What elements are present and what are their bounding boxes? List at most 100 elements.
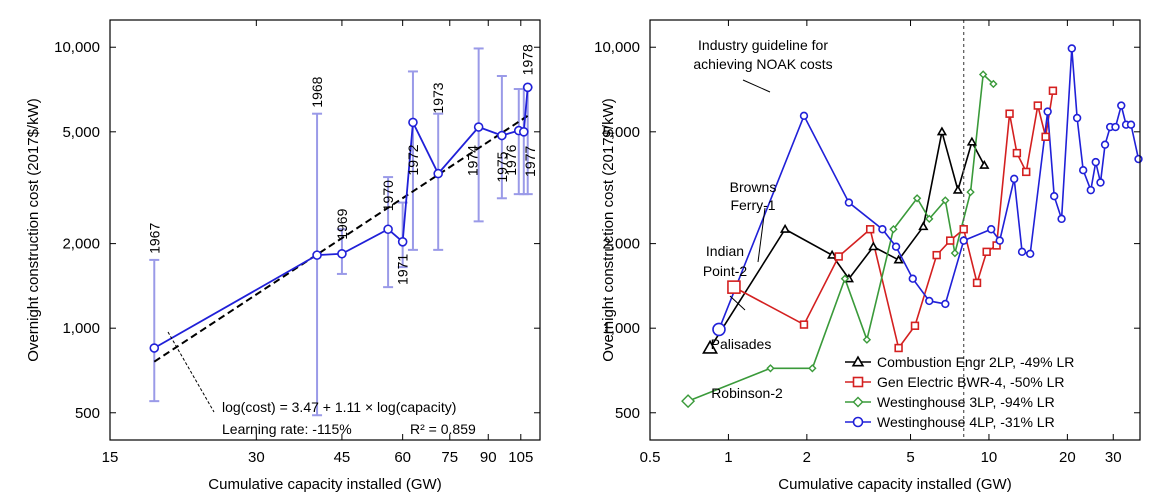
right-guideline-text-1: Industry guideline for [698, 37, 828, 53]
right-data-point-3 [941, 299, 950, 309]
right-x-tick-label: 1 [724, 449, 732, 466]
left-year-label: 1978 [520, 44, 536, 75]
right-data-point-0 [893, 254, 904, 264]
left-year-label: 1971 [395, 254, 411, 285]
right-x-tick-label: 30 [1105, 449, 1122, 466]
legend-marker [851, 355, 865, 367]
right-data-point-3 [891, 242, 901, 251]
right-data-point-0 [826, 249, 838, 259]
left-y-tick-label: 5,000 [62, 124, 100, 141]
right-data-point-1 [1033, 101, 1043, 110]
left-x-tick-label: 75 [441, 449, 458, 466]
left-year-label: 1970 [380, 180, 396, 211]
indian-point-label-1: Indian [706, 243, 744, 259]
left-learning-rate: Learning rate: -115% [222, 421, 352, 437]
left-y-tick-label: 10,000 [54, 39, 100, 56]
right-data-point-3 [995, 236, 1004, 245]
left-year-label: 1968 [309, 76, 325, 107]
right-data-point-0 [952, 184, 964, 194]
left-data-point [433, 168, 443, 179]
right-legend: Combustion Engr 2LP, -49% LR Gen Electric… [845, 354, 1074, 430]
browns-ferry-label-1: Browns [730, 179, 777, 195]
right-data-point-2 [941, 196, 950, 205]
browns-ferry-leader [757, 207, 766, 263]
legend-marker [852, 416, 864, 428]
right-points [681, 44, 1143, 409]
left-data-point [473, 122, 484, 132]
right-data-point-0 [966, 136, 978, 146]
left-data-point [312, 250, 322, 260]
right-data-point-1 [1012, 148, 1022, 158]
right-data-point-1 [894, 343, 903, 353]
right-series-line-0 [709, 131, 986, 349]
left-data-point [337, 248, 347, 259]
right-data-point-2 [912, 194, 922, 203]
right-guideline-arrow [742, 79, 771, 93]
right-data-point-1 [834, 252, 843, 261]
left-year-label: 1975 [494, 151, 510, 182]
right-data-point-0 [779, 223, 791, 233]
right-data-point-2 [766, 364, 775, 373]
right-data-point-2 [966, 187, 975, 197]
right-data-point-3 [1067, 44, 1077, 53]
right-data-point-3 [959, 236, 968, 245]
right-data-point-1 [1048, 86, 1058, 95]
right-series-line-1 [733, 90, 1054, 350]
left-year-labels: 1967 1968 1969 1970 1971 1972 1973 1974 19751976… [146, 44, 538, 285]
right-data-point-3 [1017, 247, 1027, 257]
right-data-point-3 [1057, 214, 1066, 224]
right-y-tick-label: 5,000 [602, 124, 640, 141]
indian-point-label-2: Point-2 [703, 263, 748, 279]
right-data-point-1 [1005, 109, 1014, 118]
left-year-label: 1974 [465, 145, 481, 176]
robinson-label: Robinson-2 [711, 385, 783, 401]
right-data-point-0 [979, 159, 990, 169]
right-data-point-2 [808, 364, 817, 373]
legend-entry: Westinghouse 4LP, -31% LR [877, 414, 1055, 430]
right-ticks [649, 20, 1140, 440]
left-ticks [109, 20, 540, 440]
right-x-axis-label: Cumulative capacity installed (GW) [778, 476, 1011, 493]
left-year-label: 1972 [405, 144, 421, 175]
right-data-point-3 [1100, 140, 1110, 149]
right-data-point-1 [1022, 167, 1031, 177]
right-data-point-1 [946, 236, 955, 245]
left-fit-line [153, 114, 529, 363]
right-data-point-3 [1009, 174, 1019, 184]
right-data-point-3 [1049, 191, 1059, 201]
left-x-tick-label: 30 [248, 449, 265, 466]
right-data-point-3 [1096, 178, 1105, 187]
right-x-tick-label: 5 [906, 449, 914, 466]
right-plot-frame [649, 19, 1141, 441]
left-year-label: 1973 [430, 82, 446, 113]
right-series-line-3 [718, 48, 1140, 330]
right-data-point-3 [908, 274, 917, 283]
legend-marker [852, 376, 864, 388]
right-data-point-2 [950, 248, 960, 258]
left-year-label: 1969 [334, 208, 350, 239]
right-data-point-3 [925, 296, 934, 306]
left-r-squared: R² = 0.859 [410, 421, 476, 437]
right-data-point-2 [862, 335, 872, 344]
left-equation: log(cost) = 3.47 + 1.11 × log(capacity) [222, 399, 456, 415]
legend-marker [852, 396, 864, 408]
right-data-point-1 [972, 278, 982, 288]
right-x-tick-label: 2 [803, 449, 811, 466]
right-y-axis-label: Overnight construction cost (2017$/kW) [600, 98, 617, 361]
right-data-point-0 [936, 126, 948, 136]
right-data-point-3 [986, 225, 996, 234]
indian-point-leader [729, 295, 746, 311]
left-data-point [518, 127, 529, 137]
legend-entry: Westinghouse 3LP, -94% LR [877, 394, 1055, 410]
left-data-point [383, 224, 393, 235]
right-data-point-2 [978, 70, 988, 79]
right-data-point-0 [868, 241, 879, 251]
right-data-point-2 [889, 225, 898, 234]
right-data-point-2 [989, 79, 998, 89]
left-data-point [497, 130, 507, 141]
right-guideline-text-2: achieving NOAK costs [693, 56, 832, 72]
right-data-point-3 [1126, 120, 1136, 129]
right-data-point-0 [702, 339, 719, 354]
right-data-point-2 [681, 394, 696, 409]
palisades-label: Palisades [711, 336, 772, 352]
